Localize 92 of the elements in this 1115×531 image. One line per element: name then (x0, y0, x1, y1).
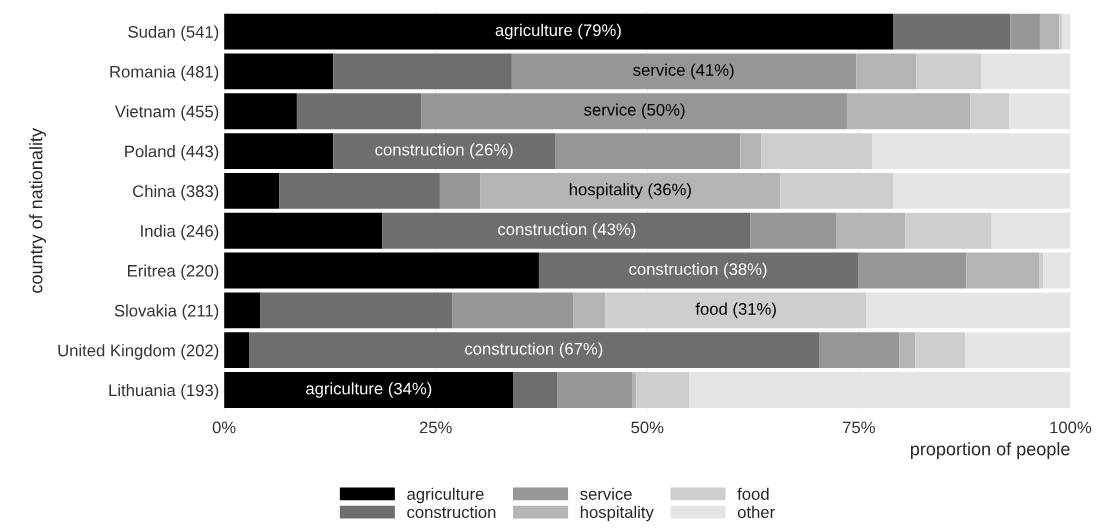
bar (224, 133, 334, 169)
bar (333, 133, 556, 169)
bar (761, 133, 873, 169)
bar (1043, 252, 1071, 289)
x-tick-label: 50% (631, 421, 664, 434)
bar (970, 93, 1010, 130)
bar (1039, 13, 1060, 50)
bar (965, 332, 1071, 369)
x-tick-label: 75% (843, 421, 875, 434)
y-tick-label: Slovakia (211) (114, 304, 219, 320)
legend-label: food (737, 487, 769, 500)
bar (835, 212, 906, 249)
annotation: food (31%) (695, 302, 776, 319)
bar (452, 292, 574, 329)
bar (224, 53, 334, 90)
bar (857, 252, 967, 289)
x-tick-label: 25% (419, 421, 452, 434)
y-tick-label: Sudan (541) (128, 25, 219, 42)
bar (511, 53, 857, 90)
bar (905, 212, 992, 249)
bar (915, 332, 966, 369)
bar (1059, 13, 1062, 50)
bar (224, 332, 250, 369)
bar (249, 332, 820, 369)
bar (899, 332, 916, 369)
bar (279, 172, 440, 209)
y-tick-label: India (246) (141, 224, 219, 241)
x-axis-title: proportion of people (910, 442, 1070, 459)
bar (636, 372, 690, 408)
bar (480, 172, 781, 209)
bar (604, 292, 867, 329)
bar (421, 93, 847, 130)
bar (260, 292, 453, 329)
bar (573, 292, 605, 329)
annotation: service (50%) (584, 103, 685, 119)
bar (224, 13, 894, 50)
bar (966, 252, 1040, 289)
bar (224, 252, 539, 289)
bar (224, 172, 280, 209)
bar (1009, 93, 1071, 130)
bar (224, 372, 514, 408)
y-tick-label: Poland (443) (125, 145, 219, 161)
bar (632, 372, 637, 408)
y-tick-label: Vietnam (455) (114, 105, 219, 121)
annotation: construction (26%) (375, 143, 513, 159)
y-tick-label: China (383) (133, 184, 219, 201)
bar (991, 212, 1071, 249)
legend-label: hospitality (580, 505, 654, 522)
annotation: agriculture (79%) (495, 23, 621, 40)
bar (846, 93, 971, 130)
y-tick-label: Lithuania (193) (109, 383, 219, 400)
y-tick-label: Eritrea (220) (128, 264, 219, 281)
annotation: hospitality (36%) (569, 183, 691, 199)
legend-label: construction (407, 505, 496, 519)
bar (819, 332, 900, 369)
annotation: construction (67%) (465, 342, 603, 358)
bar (439, 172, 481, 209)
bar (224, 212, 383, 249)
bar (872, 133, 1071, 169)
bar (382, 212, 751, 249)
bar (981, 53, 1071, 90)
bar (555, 133, 741, 169)
bar (224, 292, 261, 329)
bar (856, 53, 917, 90)
bar (1039, 252, 1044, 289)
y-tick-label: Romania (481) (110, 65, 219, 81)
bar (893, 13, 1011, 50)
bar (1010, 13, 1040, 50)
annotation: construction (43%) (498, 222, 636, 239)
bar (513, 372, 558, 408)
bar (866, 292, 1071, 329)
y-axis-title: country of nationality (29, 128, 47, 293)
annotation: construction (38%) (629, 262, 767, 279)
bar (893, 172, 1071, 209)
x-tick-label: 100% (1050, 421, 1092, 434)
bar (538, 252, 858, 289)
legend-label: service (580, 487, 632, 500)
bar (1061, 13, 1071, 50)
bar (750, 212, 836, 249)
annotation: service (41%) (633, 63, 734, 80)
legend-label: other (737, 505, 775, 519)
y-tick-label: United Kingdom (202) (58, 344, 219, 360)
bar (224, 93, 297, 130)
x-tick-label: 0% (212, 421, 236, 434)
bar (296, 93, 422, 130)
bar (333, 53, 512, 90)
legend-label: agriculture (407, 487, 484, 504)
annotation: agriculture (34%) (306, 382, 432, 398)
bar (780, 172, 894, 209)
bar (557, 372, 633, 408)
bar (740, 133, 762, 169)
bar (916, 53, 982, 90)
